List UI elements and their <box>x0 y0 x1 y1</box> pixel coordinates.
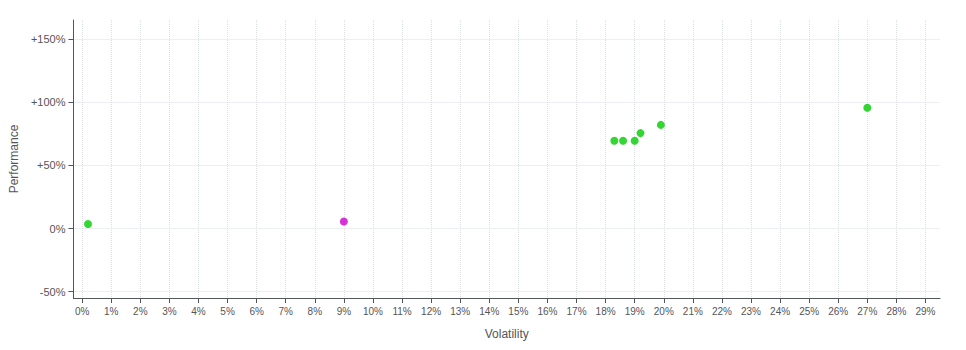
svg-text:14%: 14% <box>479 306 499 317</box>
svg-text:Performance: Performance <box>7 124 21 193</box>
svg-text:0%: 0% <box>50 223 66 235</box>
svg-text:8%: 8% <box>308 306 323 317</box>
svg-text:-50%: -50% <box>40 286 66 298</box>
svg-text:19%: 19% <box>625 306 645 317</box>
svg-text:29%: 29% <box>915 306 935 317</box>
svg-text:7%: 7% <box>279 306 294 317</box>
svg-text:11%: 11% <box>392 306 411 317</box>
svg-text:12%: 12% <box>421 306 441 317</box>
svg-text:5%: 5% <box>220 306 235 317</box>
svg-text:0%: 0% <box>75 306 90 317</box>
svg-text:22%: 22% <box>712 306 732 317</box>
svg-text:1%: 1% <box>104 306 119 317</box>
svg-text:20%: 20% <box>654 306 674 317</box>
svg-text:25%: 25% <box>799 306 819 317</box>
svg-text:21%: 21% <box>683 306 703 317</box>
svg-text:13%: 13% <box>450 306 470 317</box>
svg-text:6%: 6% <box>249 306 264 317</box>
svg-text:17%: 17% <box>567 306 587 317</box>
svg-text:18%: 18% <box>596 306 616 317</box>
svg-text:9%: 9% <box>337 306 352 317</box>
svg-text:26%: 26% <box>828 306 848 317</box>
svg-text:10%: 10% <box>363 306 383 317</box>
svg-text:2%: 2% <box>133 306 148 317</box>
svg-text:Volatility: Volatility <box>485 327 529 341</box>
svg-text:3%: 3% <box>162 306 177 317</box>
svg-text:28%: 28% <box>886 306 906 317</box>
svg-text:27%: 27% <box>857 306 877 317</box>
svg-text:16%: 16% <box>537 306 557 317</box>
svg-text:+150%: +150% <box>31 33 66 45</box>
svg-text:24%: 24% <box>770 306 790 317</box>
svg-text:4%: 4% <box>191 306 206 317</box>
svg-text:23%: 23% <box>741 306 761 317</box>
svg-text:+100%: +100% <box>31 96 66 108</box>
svg-text:+50%: +50% <box>37 159 66 171</box>
svg-text:15%: 15% <box>508 306 528 317</box>
